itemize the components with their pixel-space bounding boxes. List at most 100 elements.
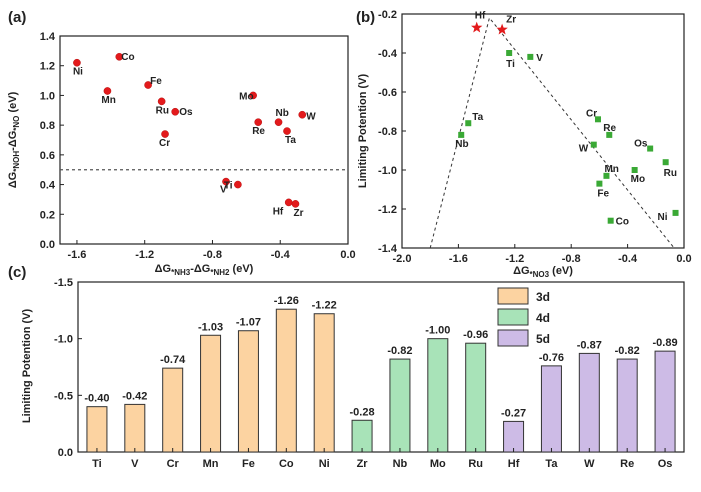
panel-a-y-ticks: 0.0 0.2 0.4 0.6 0.8 1.0 1.2 1.4: [40, 31, 64, 251]
bar-mo: [427, 338, 449, 453]
bar-w: [578, 352, 600, 453]
point-label-co: Co: [121, 52, 134, 63]
category-label-co: Co: [279, 458, 294, 470]
bar-value-label-v: -0.42: [122, 390, 147, 402]
point-label-ni: Ni: [658, 212, 668, 223]
scatter-point-hf: [284, 198, 293, 207]
y-tick-label: 0.8: [40, 120, 55, 132]
bar-ta: [540, 365, 562, 453]
point-label-ta: Ta: [285, 135, 296, 146]
square-point-ni: [672, 209, 679, 216]
point-label-re: Re: [603, 123, 616, 134]
y-tick-label: -1.0: [54, 334, 73, 346]
bar-re: [616, 358, 638, 453]
y-tick-label: -0.4: [378, 48, 398, 60]
point-label-mn: Mn: [101, 95, 115, 106]
scatter-point-zr: [291, 200, 300, 208]
bar-value-label-re: -0.82: [615, 345, 640, 357]
point-label-re: Re: [252, 126, 265, 137]
square-point-v: [527, 53, 534, 60]
panel-a-points: Ni Co Mn Fe Ru Os Cr Mo Nb Re Ta W VTi Hf Zr: [73, 52, 316, 219]
category-label-ti: Ti: [92, 458, 102, 470]
legend-label-4d: 4d: [536, 311, 550, 325]
x-tick-label: -0.4: [271, 249, 291, 261]
category-label-fe: Fe: [242, 458, 255, 470]
category-label-v: V: [131, 458, 139, 470]
point-label-ta: Ta: [472, 112, 483, 123]
scatter-point-w: [298, 110, 307, 119]
point-label-v: V: [220, 185, 227, 196]
y-tick-label: -0.6: [378, 87, 397, 99]
point-label-mn: Mn: [604, 164, 618, 175]
panel-c-legend: 3d 4d 5d: [497, 287, 550, 347]
point-label-mo: Mo: [631, 174, 645, 185]
panel-c: (c) 0.0 -0.5 -1.0 -1.5 -0.40 Ti -0.42 V -0.74 Cr…: [8, 264, 685, 470]
category-label-hf: Hf: [508, 458, 520, 470]
bar-value-label-hf: -0.27: [501, 407, 526, 419]
star-point-zr: [496, 23, 508, 35]
y-tick-label: 0.0: [58, 447, 73, 459]
bar-value-label-zr: -0.28: [350, 406, 375, 418]
point-label-hf: Hf: [273, 206, 284, 217]
point-label-cr: Cr: [159, 138, 170, 149]
scatter-point-ta: [283, 127, 291, 135]
point-label-v: V: [536, 53, 543, 64]
point-label-ni: Ni: [73, 67, 83, 78]
point-label-fe: Fe: [150, 76, 162, 87]
panel-b-volcano-line: [429, 16, 675, 249]
x-tick-label: -0.8: [562, 253, 581, 265]
square-point-mn: [603, 172, 610, 179]
square-point-ru: [662, 159, 669, 166]
scatter-point-mo: [249, 91, 257, 100]
point-label-fe: Fe: [597, 189, 609, 200]
category-label-w: W: [584, 458, 595, 470]
y-tick-label: 0.0: [40, 239, 55, 251]
category-label-nb: Nb: [393, 458, 408, 470]
x-tick-label: -1.2: [135, 249, 154, 261]
star-point-hf: [471, 21, 483, 33]
bar-zr: [351, 419, 373, 453]
point-label-zr: Zr: [506, 15, 516, 26]
y-tick-label: -1.4: [378, 243, 398, 255]
x-tick-label: -0.8: [203, 249, 222, 261]
y-tick-label: -1.5: [54, 277, 73, 289]
scatter-point-mn: [103, 87, 112, 95]
panel-b-x-ticks: -2.0 -1.6 -1.2 -0.8 -0.4 0.0: [393, 244, 692, 265]
bar-value-label-w: -0.87: [577, 339, 602, 351]
square-point-os: [647, 145, 654, 152]
category-label-ru: Ru: [468, 458, 483, 470]
x-tick-label: 0.0: [340, 249, 355, 261]
category-label-ni: Ni: [319, 458, 330, 470]
square-point-ti: [506, 50, 513, 56]
category-label-re: Re: [620, 458, 634, 470]
scatter-point-co: [115, 53, 124, 61]
x-tick-label: -1.6: [449, 253, 468, 265]
square-point-ta: [465, 120, 472, 127]
category-label-ta: Ta: [545, 458, 558, 470]
bar-mn: [200, 334, 222, 453]
bar-fe: [237, 330, 259, 453]
category-label-os: Os: [658, 458, 673, 470]
y-tick-label: 0.2: [40, 209, 55, 221]
x-tick-label: -1.2: [505, 253, 524, 265]
square-point-fe: [596, 180, 603, 187]
scatter-point-nb: [274, 118, 283, 126]
bar-cr: [162, 367, 184, 453]
y-tick-label: -0.5: [54, 390, 73, 402]
legend-swatch-5d: [497, 329, 529, 347]
point-label-ru: Ru: [156, 105, 169, 116]
y-tick-label: -1.2: [378, 204, 397, 216]
scatter-point-ru: [157, 97, 166, 106]
point-label-nb: Nb: [455, 139, 468, 150]
bar-value-label-mn: -1.03: [198, 321, 223, 333]
y-tick-label: 1.4: [40, 31, 56, 43]
scatter-point-v: [222, 177, 230, 186]
scatter-point-ti: [234, 180, 242, 189]
y-tick-label: 1.2: [40, 61, 55, 73]
point-label-os: Os: [179, 107, 193, 118]
scatter-point-cr: [161, 130, 169, 138]
square-point-re: [606, 131, 613, 138]
legend-swatch-4d: [497, 308, 529, 326]
bar-value-label-os: -0.89: [653, 337, 678, 349]
point-label-mo: Mo: [239, 91, 253, 102]
